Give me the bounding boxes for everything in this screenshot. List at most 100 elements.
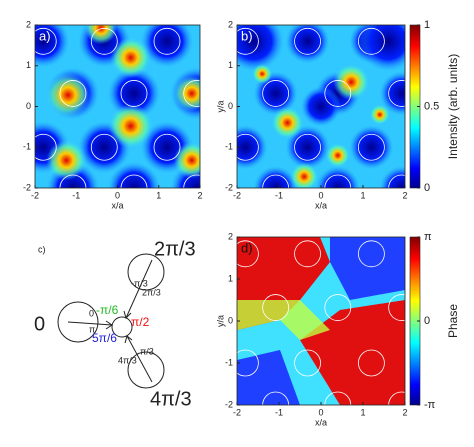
site: [35, 27, 57, 55]
x-tick-label: -1: [275, 190, 283, 200]
phase-low: [237, 350, 300, 405]
maps: [35, 25, 405, 405]
colorbar-label: Phase: [446, 304, 460, 338]
y-tick-label: 2: [228, 19, 233, 29]
phase-label: 4π/3: [118, 355, 137, 365]
colorbar: [410, 237, 420, 405]
x-tick-label: 0: [318, 407, 323, 417]
phase-label: -π/3: [131, 278, 148, 288]
y-tick-label: -2: [225, 182, 233, 192]
phase-label: -π/6: [96, 303, 119, 317]
heatmap: [237, 237, 405, 405]
site: [357, 27, 385, 55]
y-tick-label: 0: [228, 101, 233, 111]
site: [59, 174, 87, 188]
panel-label: c): [38, 244, 46, 254]
heat-high: [85, 25, 117, 45]
site: [59, 80, 87, 107]
colorbar-tick-label: 0.5: [424, 100, 439, 112]
site: [90, 133, 118, 161]
x-tick-label: 2: [402, 407, 407, 417]
y-tick-label: 1: [228, 60, 233, 70]
heat-low: [358, 25, 405, 72]
phase-label: π/2: [131, 315, 150, 329]
site: [262, 174, 290, 188]
site: [294, 27, 321, 55]
site: [357, 349, 385, 377]
site: [90, 27, 118, 55]
site: [35, 133, 57, 161]
colorbar-tick-label: π: [424, 231, 432, 243]
site: [153, 133, 181, 161]
site: [262, 80, 290, 107]
y-tick-label: 1: [228, 273, 233, 283]
y-tick-label: 2: [26, 19, 31, 29]
site: [388, 391, 405, 405]
x-tick-label: 0: [115, 190, 120, 200]
y-tick-label: 1: [26, 60, 31, 70]
site: [324, 391, 352, 405]
site: [153, 27, 181, 55]
site: [324, 174, 352, 188]
heat-low: [315, 166, 360, 188]
heat-low: [301, 86, 341, 127]
heat-high: [173, 75, 200, 112]
heat-high: [108, 104, 153, 149]
phase-label: 0: [34, 313, 45, 335]
phase-mid: [237, 300, 330, 340]
heat-high: [46, 73, 90, 118]
x-tick-label: 1: [360, 190, 365, 200]
site: [324, 80, 352, 107]
phase-label: π/3: [140, 346, 154, 356]
heat-low: [349, 125, 394, 170]
heat-high: [46, 140, 87, 181]
heat-high: [110, 37, 151, 78]
site: [388, 294, 405, 321]
heat-low: [285, 125, 330, 170]
heat-low: [237, 125, 268, 170]
phase-label: 2π/3: [154, 238, 196, 260]
phase-low: [330, 237, 405, 300]
phase-label: 0: [89, 308, 94, 318]
heat-high: [369, 104, 390, 125]
y-tick-label: -1: [225, 357, 233, 367]
heat-high: [333, 64, 370, 101]
colorbar-tick-label: -π: [424, 399, 436, 411]
x-tick-label: 2: [402, 190, 407, 200]
site: [262, 294, 290, 321]
panel-label: d): [241, 240, 253, 255]
y-tick-label: -1: [225, 142, 233, 152]
heat-low: [141, 25, 193, 68]
site: [357, 133, 385, 161]
colorbar-tick-label: 0: [424, 182, 430, 194]
site: [262, 391, 290, 405]
site: [324, 294, 352, 321]
x-tick-label: -1: [72, 190, 80, 200]
site: [237, 349, 259, 377]
site: [388, 174, 405, 188]
y-tick-label: 0: [26, 101, 31, 111]
heatmap: [237, 25, 405, 188]
site: [294, 349, 321, 377]
site: [183, 174, 200, 188]
x-tick-label: -2: [233, 407, 241, 417]
site: [294, 240, 321, 268]
phase-label: π: [89, 324, 95, 334]
site: [120, 174, 148, 188]
phase-label: 5π/6: [92, 331, 117, 345]
heat-high: [173, 142, 200, 179]
site: [294, 133, 321, 161]
x-tick-label: -1: [275, 407, 283, 417]
y-tick-label: 0: [228, 315, 233, 325]
site: [388, 80, 405, 107]
y-tick-label: -1: [23, 142, 31, 152]
diagram: [57, 253, 165, 389]
heat-low: [379, 71, 405, 116]
phase-label: 4π/3: [150, 388, 192, 410]
colorbar-tick-label: 1: [424, 19, 430, 31]
x-tick-label: 2: [197, 190, 202, 200]
heat-high: [252, 63, 273, 84]
y-tick-label: -2: [23, 182, 31, 192]
heat-high: [290, 162, 319, 188]
